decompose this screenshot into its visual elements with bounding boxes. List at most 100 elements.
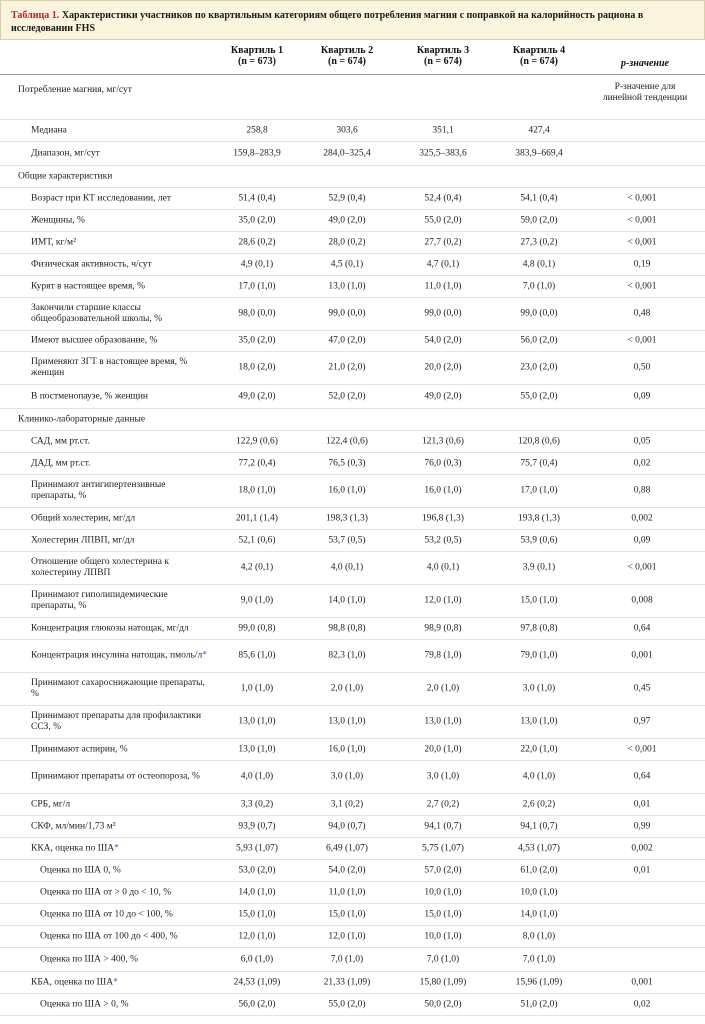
- quartile-2-value: 16,0 (1,0): [328, 744, 366, 754]
- row-label: Оценка по ША от 10 до < 100, %: [40, 909, 173, 919]
- quartile-4-value: 79,0 (1,0): [520, 650, 558, 661]
- row-label: Отношение общего холестерина к холестери…: [31, 557, 169, 578]
- table-row: В постменопаузе, % женщин 49,0 (2,0) 52,0 …: [0, 385, 705, 409]
- quartile-3-value: 351,1: [432, 125, 454, 135]
- table-header: Квартиль 1 (n = 673) Квартиль 2 (n = 674…: [0, 40, 705, 75]
- quartile-4-value: 2,6 (0,2): [522, 799, 556, 809]
- quartile-2-value: 13,0 (1,0): [328, 716, 366, 727]
- row-label: ККА, оценка по ША*: [31, 843, 119, 853]
- quartile-3-value: 20,0 (2,0): [424, 362, 462, 373]
- quartile-4-value: 27,3 (0,2): [520, 237, 558, 247]
- p-value: < 0,001: [627, 562, 657, 573]
- quartile-1-value: 93,9 (0,7): [238, 821, 276, 831]
- quartile-2-value: 21,0 (2,0): [328, 362, 366, 373]
- quartile-2-value: 13,0 (1,0): [328, 281, 366, 291]
- quartile-3-value: 10,0 (1,0): [424, 887, 462, 897]
- quartile-2-value: 284,0–325,4: [323, 148, 371, 158]
- quartile-4-value: 22,0 (1,0): [520, 744, 558, 754]
- quartile-1-value: 51,4 (0,4): [238, 193, 276, 203]
- table-row: Женщины, % 35,0 (2,0) 49,0 (2,0) 55,0 (2,0)…: [0, 210, 705, 232]
- table-row: Закончили старшие классы общеобразовател…: [0, 298, 705, 331]
- quartile-1-value: 53,0 (2,0): [238, 865, 276, 875]
- p-value: 0,50: [633, 362, 651, 373]
- row-label: Оценка по ША 0, %: [40, 865, 121, 875]
- quartile-3-value: 94,1 (0,7): [424, 821, 462, 831]
- row-label: Оценка по ША > 400, %: [40, 954, 138, 964]
- quartile-1-value: 52,1 (0,6): [238, 535, 276, 545]
- quartile-2-value: 98,8 (0,8): [328, 623, 366, 633]
- quartile-2-value: 3,0 (1,0): [330, 771, 364, 782]
- p-value: 0,008: [631, 595, 653, 606]
- p-value: 0,001: [631, 650, 653, 661]
- quartile-4-value: 13,0 (1,0): [520, 716, 558, 727]
- quartile-2-value: 7,0 (1,0): [330, 954, 364, 964]
- p-value: 0,45: [633, 683, 651, 694]
- p-value: < 0,001: [627, 281, 657, 291]
- p-value: < 0,001: [627, 744, 657, 754]
- quartile-2-value: 11,0 (1,0): [328, 887, 366, 897]
- quartile-4-value: 51,0 (2,0): [520, 999, 558, 1009]
- table-row: Оценка по ША от 10 до < 100, % 15,0 (1,0)…: [0, 904, 705, 926]
- quartile-1-value: 159,8–283,9: [233, 148, 281, 158]
- p-value: < 0,001: [627, 335, 657, 346]
- quartile-1-value: 98,0 (0,0): [238, 308, 276, 319]
- quartile-4-value: 94,1 (0,7): [520, 821, 558, 831]
- row-label: ДАД, мм рт.ст.: [31, 458, 91, 468]
- quartile-3-value: 79,8 (1,0): [424, 650, 462, 661]
- quartile-3-value: 11,0 (1,0): [424, 281, 462, 291]
- quartile-4-value: 3,0 (1,0): [522, 683, 556, 694]
- p-value: 0,002: [631, 843, 653, 853]
- quartile-2-value: 82,3 (1,0): [328, 650, 366, 661]
- table-row: Принимают аспирин, % 13,0 (1,0) 16,0 (1,0)…: [0, 739, 705, 761]
- quartile-2-value: 122,4 (0,6): [326, 436, 368, 446]
- quartile-3-value: 2,0 (1,0): [426, 683, 460, 694]
- quartile-3-value: 52,4 (0,4): [424, 193, 462, 203]
- quartile-2-value: 53,7 (0,5): [328, 535, 366, 545]
- row-label: ИМТ, кг/м²: [31, 237, 76, 247]
- table-row: СРБ, мг/л 3,3 (0,2) 3,1 (0,2) 2,7 (0,2) 2,6 …: [0, 794, 705, 816]
- caption-lead: Таблица 1.: [11, 10, 60, 21]
- table-row: САД, мм рт.ст. 122,9 (0,6) 122,4 (0,6) 121,…: [0, 431, 705, 453]
- p-value: 0,001: [631, 977, 653, 987]
- quartile-2-value: 198,3 (1,3): [326, 513, 368, 523]
- row-label: Общие характеристики: [18, 171, 113, 181]
- p-value: 0,19: [633, 259, 651, 269]
- row-label: СРБ, мг/л: [31, 799, 71, 809]
- table-row: Принимают антигипертензивные препараты, …: [0, 475, 705, 508]
- quartile-4-value: 8,0 (1,0): [522, 931, 556, 941]
- quartile-4-value: 61,0 (2,0): [520, 865, 558, 875]
- quartile-4-value: 15,0 (1,0): [520, 595, 558, 606]
- quartile-1-value: 3,3 (0,2): [240, 799, 274, 809]
- quartile-2-value: 49,0 (2,0): [328, 215, 366, 225]
- table-row: КБА, оценка по ША* 24,53 (1,09) 21,33 (1,0…: [0, 972, 705, 994]
- quartile-4-value: 7,0 (1,0): [522, 281, 556, 291]
- row-label: Закончили старшие классы общеобразовател…: [31, 303, 163, 324]
- header-quartile-4: Квартиль 4 (n = 674): [512, 45, 566, 67]
- quartile-2-value: 94,0 (0,7): [328, 821, 366, 831]
- quartile-2-value: 4,0 (0,1): [330, 562, 364, 573]
- row-label: Женщины, %: [31, 215, 85, 225]
- quartile-1-value: 77,2 (0,4): [238, 458, 276, 468]
- quartile-4-value: 193,8 (1,3): [518, 513, 560, 523]
- quartile-3-value: 15,80 (1,09): [419, 977, 467, 987]
- table-row: Концентрация инсулина натощак, пмоль/л* 8…: [0, 640, 705, 673]
- row-label: Принимают аспирин, %: [31, 744, 128, 754]
- row-label: Потребление магния, мг/сут: [18, 85, 132, 95]
- p-value: 0,002: [631, 513, 653, 523]
- table-row: Общие характеристики: [0, 166, 705, 188]
- row-label: Концентрация глюкозы натощак, мг/дл: [31, 623, 189, 633]
- table-row: Холестерин ЛПВП, мг/дл 52,1 (0,6) 53,7 (0,…: [0, 530, 705, 552]
- row-label: Общий холестерин, мг/дл: [31, 513, 136, 523]
- table-row: Отношение общего холестерина к холестери…: [0, 552, 705, 585]
- table-row: Оценка по ША > 0, % 56,0 (2,0) 55,0 (2,0) 5…: [0, 994, 705, 1016]
- p-value: 0,48: [633, 308, 651, 319]
- quartile-3-value: 325,5–383,6: [419, 148, 467, 158]
- row-label: Принимают препараты от остеопороза, %: [31, 771, 200, 782]
- quartile-1-value: 13,0 (1,0): [238, 716, 276, 727]
- quartile-3-value: 53,2 (0,5): [424, 535, 462, 545]
- table-row: Оценка по ША > 400, % 6,0 (1,0) 7,0 (1,0) 7…: [0, 948, 705, 972]
- quartile-3-value: 49,0 (2,0): [424, 391, 462, 401]
- table-caption: Таблица 1. Характеристики участников по …: [0, 0, 705, 40]
- quartile-3-value: 55,0 (2,0): [424, 215, 462, 225]
- quartile-2-value: 21,33 (1,09): [323, 977, 371, 987]
